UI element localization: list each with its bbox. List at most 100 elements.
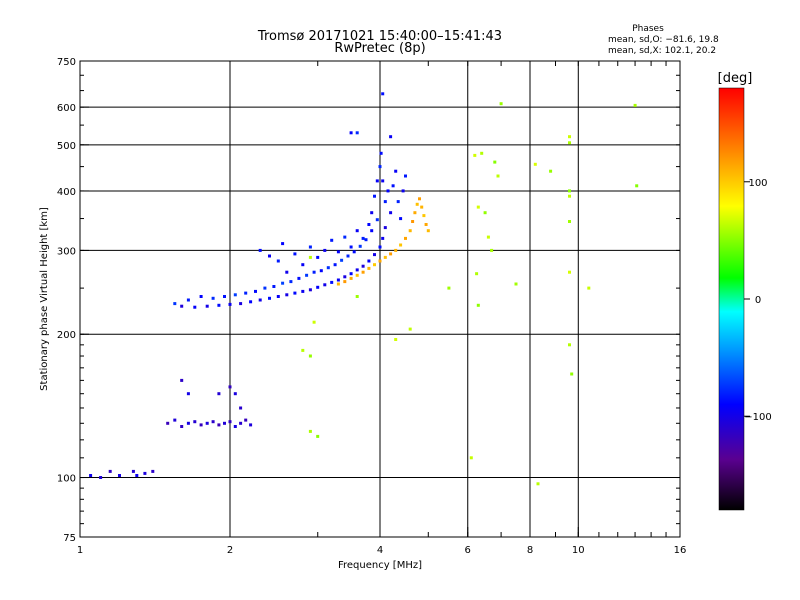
data-point [587, 286, 591, 290]
data-point [308, 255, 312, 259]
data-point [370, 229, 374, 233]
data-point [355, 229, 359, 233]
data-point [301, 263, 305, 267]
data-point [330, 280, 334, 284]
data-point [343, 275, 347, 279]
data-point [199, 295, 203, 298]
x-tick-label: 2 [227, 545, 233, 556]
chart-subtitle: RwPretec (8p) [334, 41, 425, 56]
data-point [367, 259, 371, 263]
data-point [381, 179, 385, 183]
data-point [370, 211, 374, 215]
data-point [568, 189, 571, 193]
data-point [249, 300, 253, 304]
data-point [568, 343, 571, 347]
data-point [635, 184, 639, 188]
data-point [349, 131, 353, 135]
data-point [413, 211, 417, 215]
data-point [383, 200, 387, 204]
data-point [305, 273, 309, 277]
data-point [381, 92, 385, 96]
data-point [536, 482, 540, 486]
data-point [118, 474, 121, 477]
data-point [346, 254, 350, 258]
data-point [399, 217, 403, 221]
data-point [386, 189, 390, 193]
data-point [228, 302, 232, 306]
data-point [205, 304, 209, 308]
data-point [316, 285, 320, 289]
data-point [408, 229, 412, 233]
y-tick-label: 75 [63, 533, 76, 544]
data-point [180, 378, 184, 382]
data-point [469, 456, 473, 460]
data-point [151, 469, 155, 473]
data-point [239, 302, 243, 306]
colorbar-tick-label: 0 [755, 295, 761, 306]
data-point [343, 235, 347, 239]
y-axis-label: Stationary phase Virtual Height [km] [39, 207, 50, 391]
data-point [475, 272, 479, 276]
data-point [223, 421, 226, 425]
data-point [316, 434, 320, 438]
data-point [404, 236, 407, 240]
data-point [394, 169, 398, 173]
data-point [408, 327, 412, 331]
data-point [180, 425, 184, 428]
data-point [301, 289, 305, 293]
data-point [373, 194, 376, 198]
data-point [268, 296, 271, 300]
y-tick-label: 400 [57, 187, 76, 198]
data-point [361, 236, 365, 240]
data-point [135, 474, 139, 477]
data-point [361, 270, 365, 274]
data-point [415, 202, 419, 206]
data-point [568, 135, 571, 139]
data-point [381, 236, 385, 240]
data-point [308, 429, 312, 433]
data-point [254, 289, 257, 293]
data-point [367, 266, 371, 270]
data-point [355, 295, 359, 298]
data-point [490, 248, 494, 252]
data-point [258, 248, 262, 252]
data-point [568, 220, 571, 223]
data-point [383, 226, 387, 230]
data-point [355, 273, 359, 277]
data-point [211, 420, 215, 424]
data-point [476, 205, 480, 209]
data-point [281, 242, 285, 246]
data-point [391, 184, 395, 188]
y-tick-label: 200 [57, 330, 76, 341]
data-point [205, 421, 209, 425]
data-point [99, 476, 103, 479]
data-point [373, 253, 376, 257]
data-point [568, 194, 571, 198]
data-point [378, 245, 382, 249]
x-axis-label: Frequency [MHz] [338, 560, 422, 571]
data-point [244, 291, 248, 295]
data-point [173, 418, 177, 422]
data-point [199, 423, 203, 427]
data-point [378, 165, 382, 169]
data-point [389, 211, 393, 215]
x-tick-label: 10 [572, 545, 585, 556]
data-point [418, 197, 421, 201]
data-point [193, 305, 197, 309]
data-point [349, 245, 353, 249]
data-point [211, 296, 215, 300]
colorbar-tick-label: 100 [748, 178, 767, 189]
data-point [473, 153, 477, 157]
data-point [355, 268, 359, 272]
x-tick-label: 6 [465, 545, 471, 556]
data-point [263, 286, 267, 290]
data-point [217, 303, 221, 307]
data-point [186, 421, 190, 425]
data-point [186, 392, 190, 396]
data-point [268, 254, 271, 258]
data-point [326, 266, 330, 270]
data-point [180, 304, 184, 308]
data-point [258, 298, 262, 302]
data-point [333, 263, 337, 267]
data-point [281, 281, 285, 285]
